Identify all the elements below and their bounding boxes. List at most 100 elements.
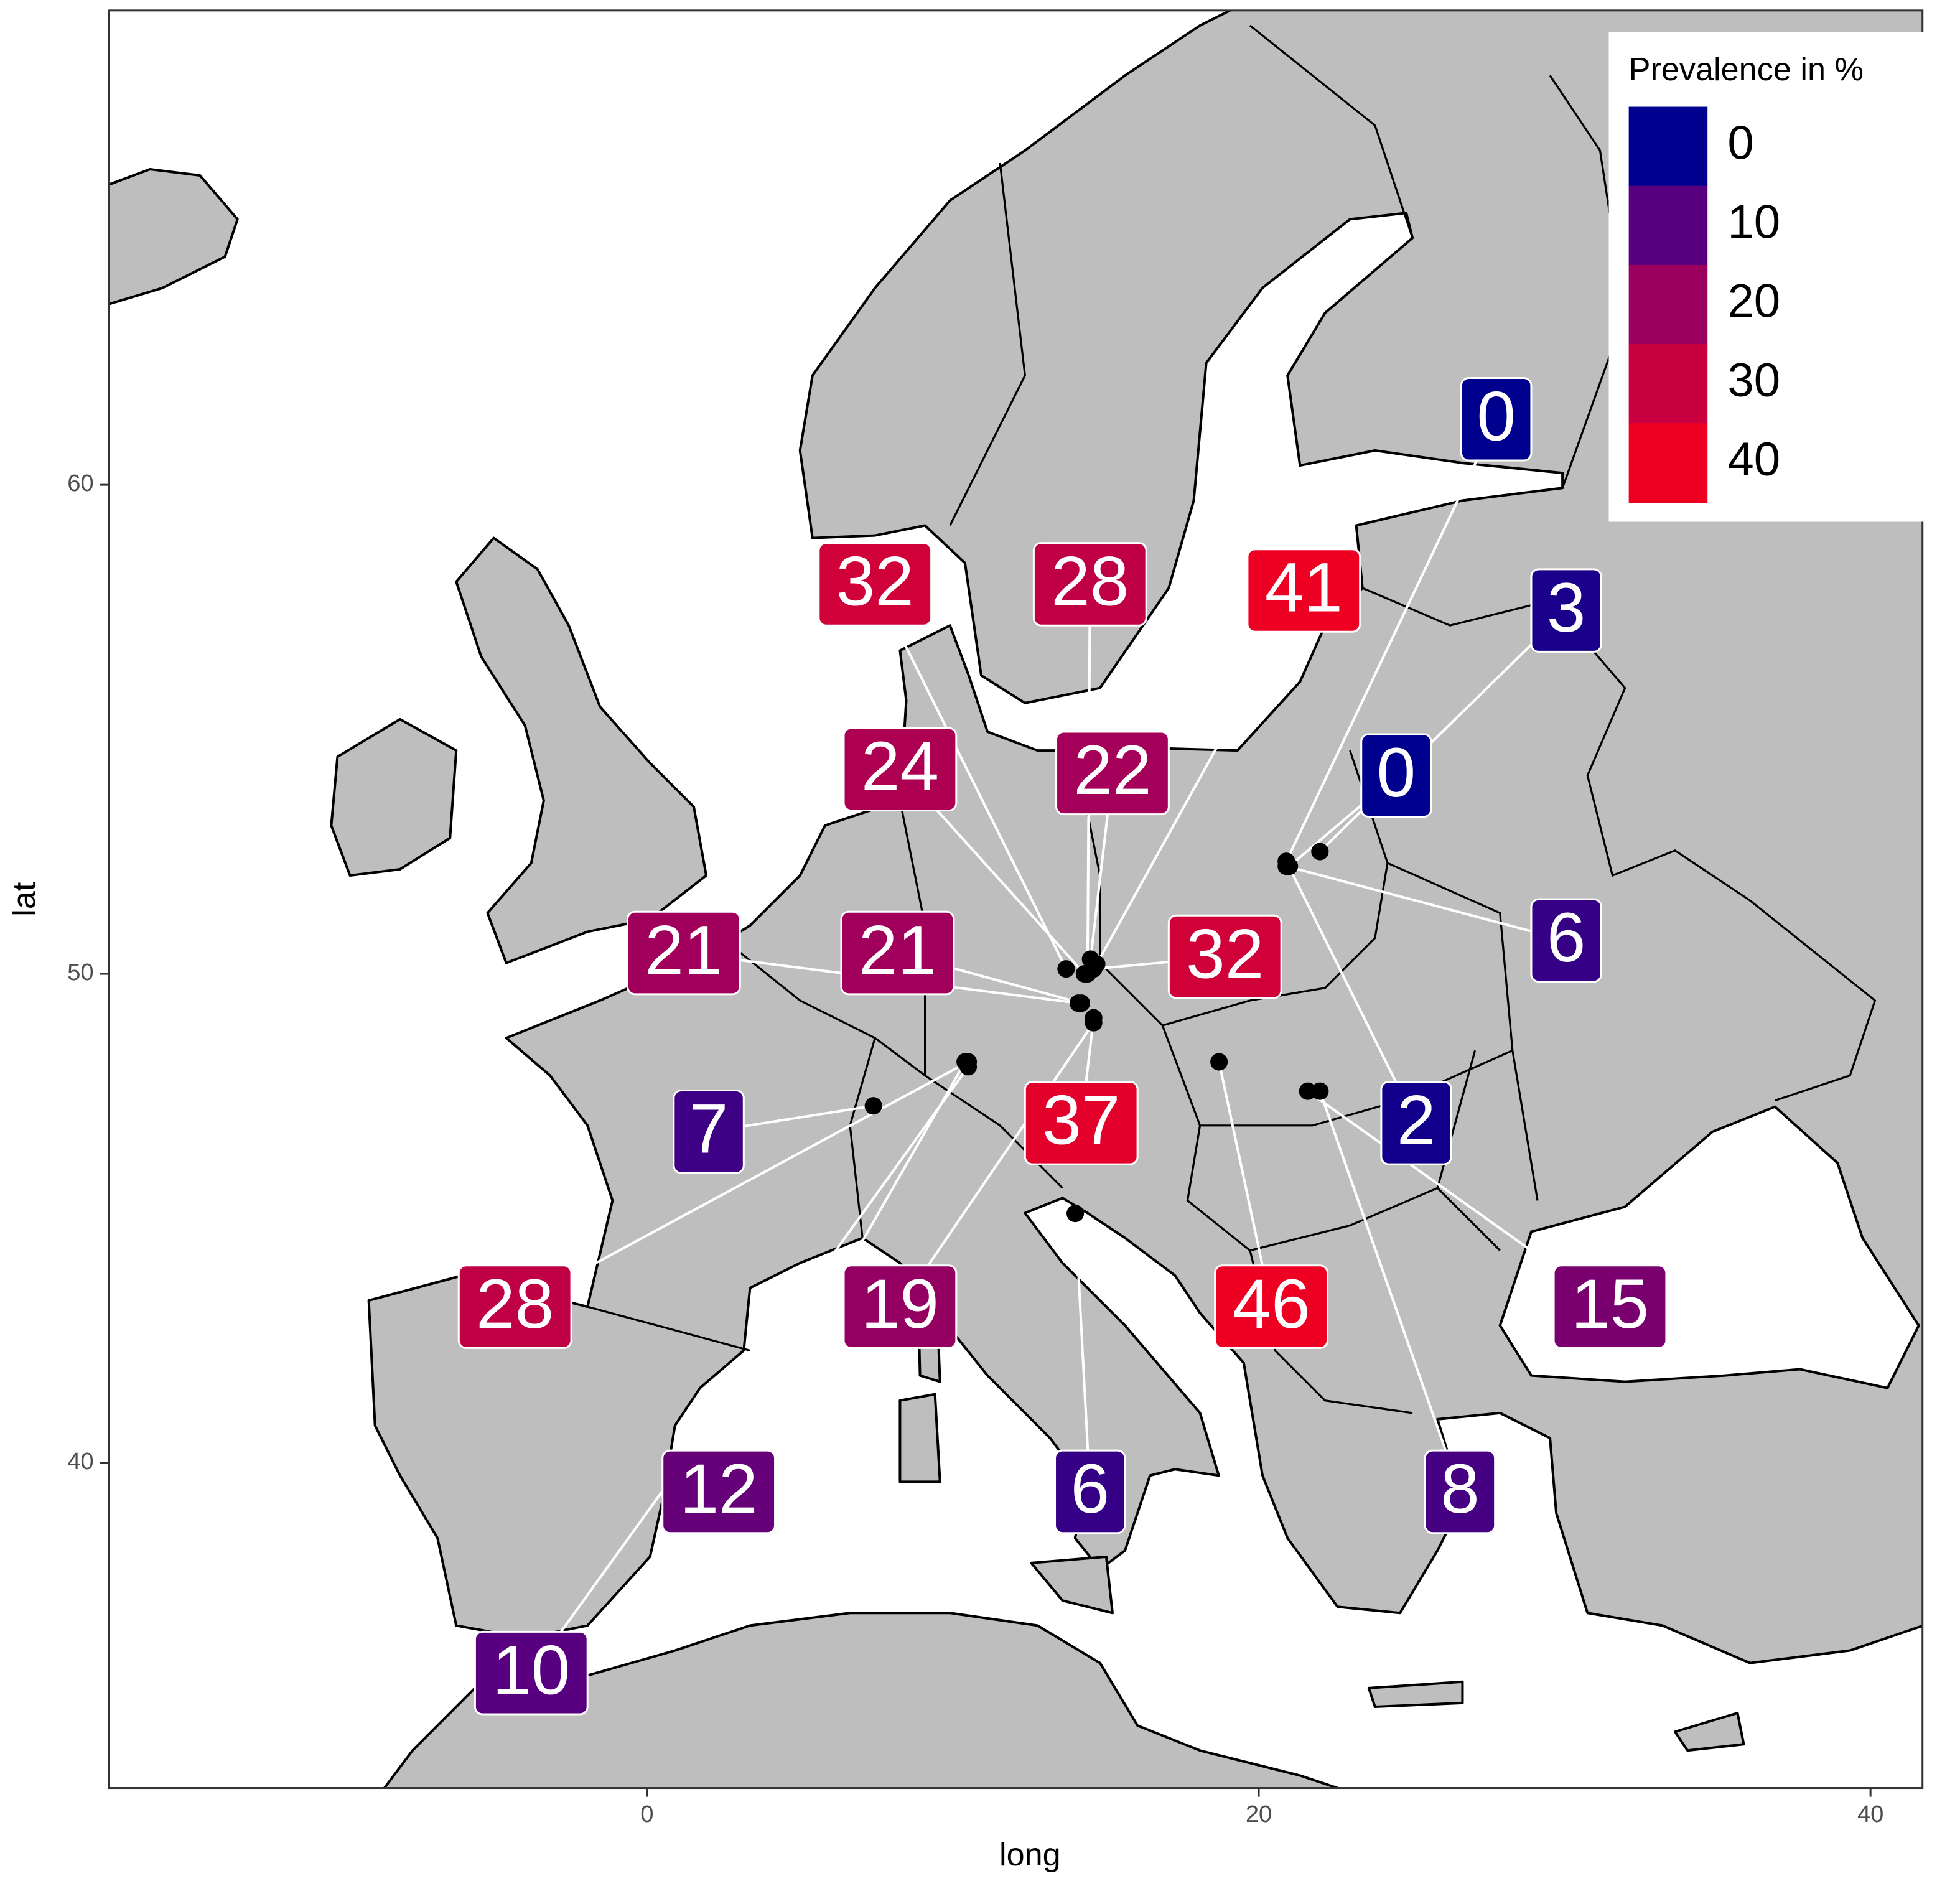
legend-swatch <box>1628 344 1708 424</box>
label-text: 0 <box>1377 733 1416 811</box>
x-tick-label: 20 <box>1246 1801 1272 1828</box>
leader-line <box>1286 865 1567 942</box>
label-text: 8 <box>1440 1449 1480 1528</box>
site-points <box>864 843 1329 1223</box>
label-box <box>1530 898 1602 983</box>
legend-label: 20 <box>1727 275 1780 328</box>
label-text: 6 <box>1547 898 1586 976</box>
label-box <box>474 1630 589 1716</box>
legend-swatch <box>1628 185 1708 266</box>
iceland <box>108 167 239 306</box>
leader-line <box>530 1066 969 1674</box>
label-box <box>1530 568 1602 653</box>
label-text: 15 <box>1571 1264 1649 1343</box>
legend: Prevalence in % 0 10 20 30 40 <box>1608 31 1929 522</box>
label-box <box>626 910 741 996</box>
leader-line <box>1285 418 1498 862</box>
leader-lines <box>514 418 1611 1674</box>
label-text: 28 <box>476 1264 554 1343</box>
site-point <box>864 1097 882 1115</box>
label-text: 22 <box>1073 731 1151 809</box>
legend-swatch <box>1628 423 1708 503</box>
x-axis-title: long <box>999 1837 1061 1873</box>
label-box <box>1360 733 1432 818</box>
crete <box>1367 1680 1464 1708</box>
label-box <box>842 1264 958 1349</box>
label-box <box>1552 1264 1668 1349</box>
label-box <box>1054 1449 1126 1534</box>
site-point <box>1057 960 1075 978</box>
label-box <box>1024 1080 1139 1165</box>
site-point <box>1299 1082 1317 1100</box>
leader-line <box>874 584 1068 970</box>
site-point <box>1085 1014 1103 1032</box>
legend-title: Prevalence in % <box>1629 52 1864 88</box>
label-box <box>457 1264 572 1349</box>
leader-line <box>1095 590 1305 965</box>
label-box <box>1380 1080 1452 1165</box>
y-tick-label: 60 <box>67 470 93 497</box>
label-box <box>1246 548 1361 633</box>
site-point <box>1311 843 1329 861</box>
label-text: 3 <box>1547 568 1586 647</box>
leader-line <box>1074 1213 1091 1492</box>
label-box <box>673 1090 745 1174</box>
label-text: 37 <box>1042 1081 1120 1159</box>
leader-line <box>717 1061 966 1493</box>
label-text: 32 <box>836 542 914 620</box>
legend-label: 30 <box>1727 354 1780 407</box>
site-labels: 0 3 0 6 2 32 28 41 24 22 21 21 32 37 7 28 19 12 10 46 6 15 8 <box>457 376 1668 1716</box>
label-box <box>1032 542 1147 627</box>
x-tick-label: 40 <box>1857 1801 1883 1828</box>
site-point <box>1085 960 1103 978</box>
legend-label: 10 <box>1727 195 1780 248</box>
sicily <box>1030 1555 1114 1615</box>
label-text: 32 <box>1186 914 1264 992</box>
label-text: 19 <box>861 1264 939 1343</box>
label-box <box>1167 914 1282 999</box>
label-text: 21 <box>859 910 936 989</box>
label-text: 24 <box>861 727 939 805</box>
label-box <box>840 910 955 996</box>
site-point <box>1277 852 1295 871</box>
label-box <box>1214 1264 1328 1349</box>
leader-line <box>1285 861 1417 1124</box>
label-box <box>661 1449 777 1534</box>
legend-label: 40 <box>1727 433 1780 486</box>
label-text: 41 <box>1265 548 1343 627</box>
label-text: 6 <box>1070 1449 1109 1528</box>
legend-swatch <box>1628 264 1708 345</box>
label-box <box>1055 731 1170 816</box>
leader-line <box>1318 1090 1462 1493</box>
site-point <box>1072 994 1091 1012</box>
legend-label: 0 <box>1727 116 1753 169</box>
label-text: 21 <box>645 910 722 989</box>
sardinia <box>898 1393 941 1483</box>
label-text: 0 <box>1477 376 1516 455</box>
site-point <box>959 1058 978 1076</box>
plot-border <box>108 9 1924 1790</box>
leader-line <box>514 1060 969 1308</box>
label-text: 10 <box>492 1630 570 1709</box>
label-box <box>1424 1449 1496 1534</box>
label-box <box>818 542 933 627</box>
cyprus <box>1673 1711 1745 1752</box>
great-britain <box>455 536 708 964</box>
label-text: 46 <box>1233 1264 1310 1343</box>
site-point <box>1311 1082 1329 1100</box>
leader-line <box>898 1022 1095 1308</box>
y-axis-title: lat <box>6 882 42 917</box>
label-text: 2 <box>1397 1081 1436 1159</box>
y-tick-label: 40 <box>67 1448 93 1475</box>
label-box <box>1460 376 1533 462</box>
label-text: 7 <box>689 1090 729 1168</box>
legend-swatch <box>1628 106 1708 187</box>
site-point <box>1210 1053 1228 1071</box>
x-tick-label: 0 <box>640 1801 653 1828</box>
y-tick-label: 50 <box>67 959 93 986</box>
site-point <box>1066 1205 1085 1223</box>
label-text: 12 <box>680 1449 758 1528</box>
ireland <box>330 717 458 877</box>
